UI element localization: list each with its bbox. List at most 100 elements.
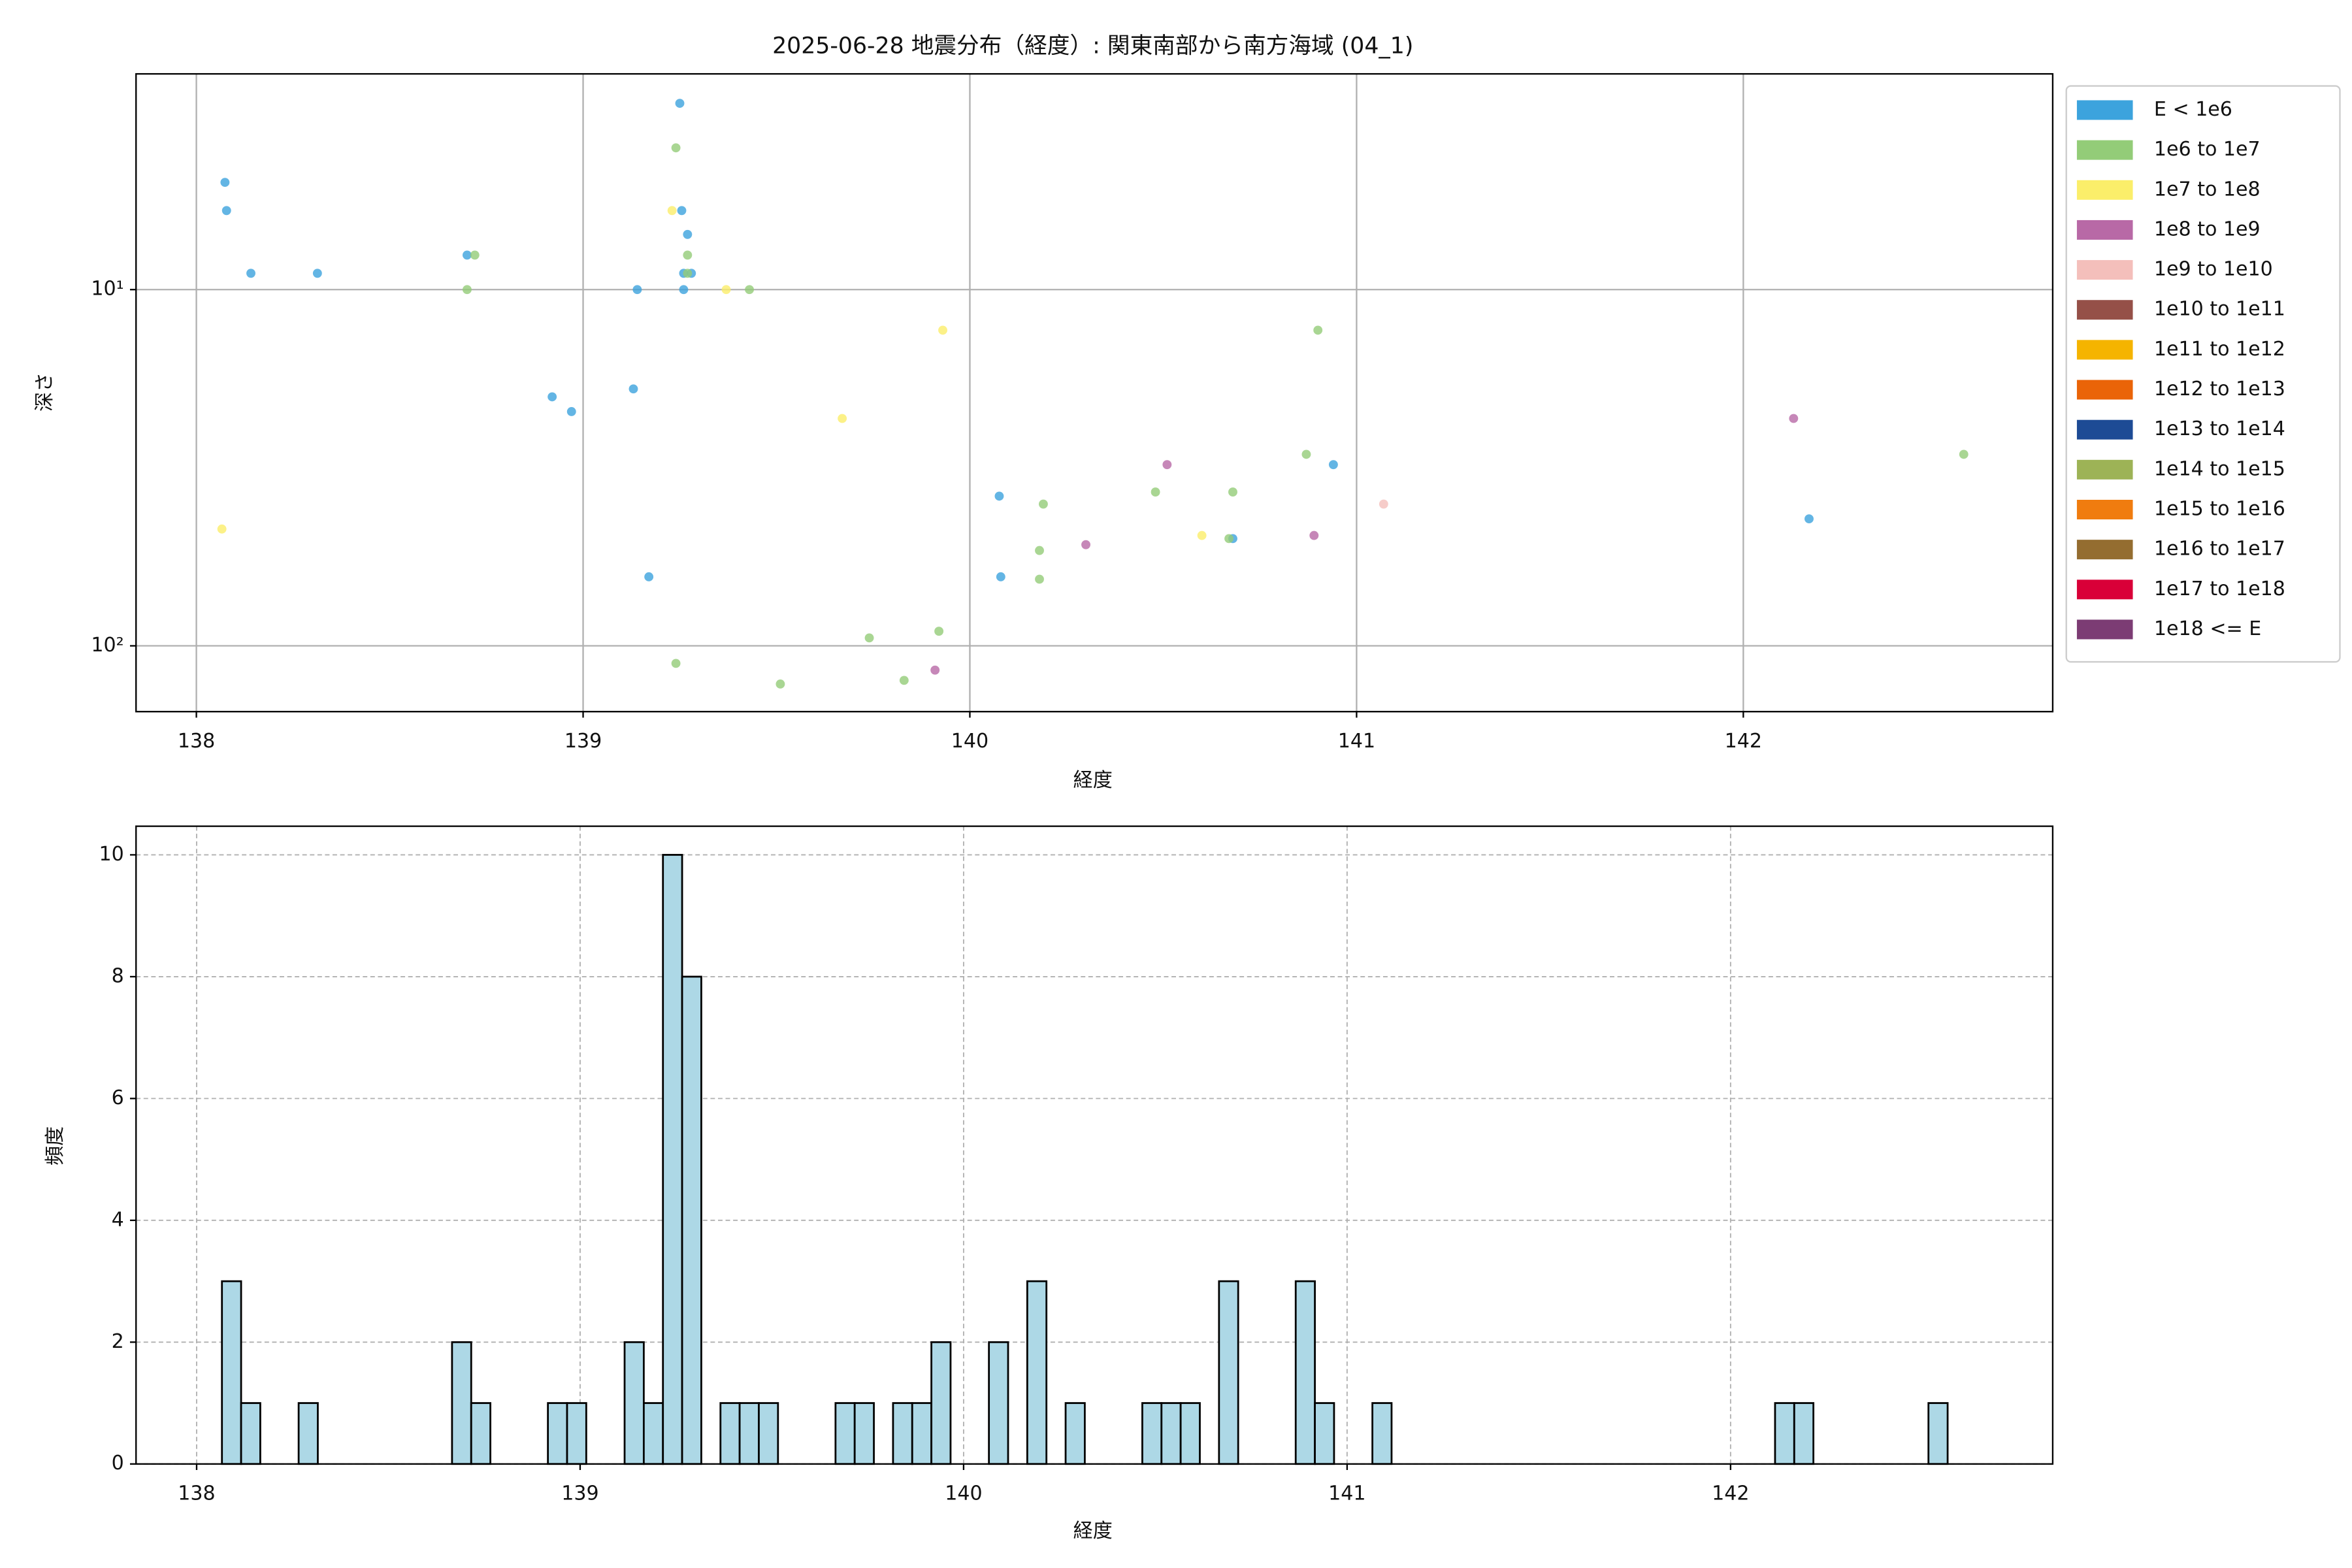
point — [683, 229, 693, 239]
point — [745, 285, 754, 295]
plot-frame — [135, 73, 2054, 713]
point — [462, 285, 472, 295]
x-axis-label: 経度 — [1073, 769, 1113, 792]
y-tick-label: 8 — [112, 964, 124, 987]
legend-patch — [2076, 459, 2133, 480]
point — [1162, 460, 1172, 470]
x-tick-label: 142 — [1725, 730, 1762, 753]
legend-label: 1e7 to 1e8 — [2154, 178, 2261, 201]
point — [1035, 546, 1044, 555]
point — [679, 285, 689, 295]
legend-label: 1e10 to 1e11 — [2154, 298, 2285, 321]
point — [221, 206, 231, 216]
point — [838, 414, 847, 423]
y-axis-label: 深さ — [33, 372, 56, 412]
point — [1959, 449, 1968, 459]
point — [864, 633, 874, 643]
histogram-bar — [451, 1341, 472, 1465]
point — [312, 269, 322, 278]
point — [776, 679, 785, 689]
point — [462, 250, 472, 260]
point — [899, 676, 909, 685]
histogram-bar — [1371, 1402, 1393, 1465]
point — [566, 407, 576, 416]
point — [675, 99, 685, 108]
y-tick-label: 0 — [112, 1452, 124, 1475]
legend-label: 1e14 to 1e15 — [2154, 457, 2285, 480]
histogram-bar — [911, 1402, 932, 1465]
histogram-bar — [1026, 1280, 1048, 1465]
point — [1035, 574, 1044, 584]
x-tick-label: 138 — [178, 730, 215, 753]
legend-label: 1e8 to 1e9 — [2154, 218, 2261, 240]
histogram-bar — [1793, 1402, 1815, 1465]
histogram-bar — [758, 1402, 779, 1465]
legend-patch — [2076, 380, 2133, 400]
y-tick-label: 10¹ — [91, 278, 123, 301]
x-tick-label: 139 — [561, 1482, 598, 1505]
legend-label: 1e6 to 1e7 — [2154, 138, 2261, 161]
y-axis-label: 頻度 — [44, 1126, 67, 1166]
histogram-bar — [240, 1402, 261, 1465]
y-tick-label: 2 — [112, 1330, 124, 1353]
histogram-bar — [1314, 1402, 1335, 1465]
point — [671, 659, 681, 668]
legend-patch — [2076, 100, 2133, 120]
point — [1789, 414, 1799, 423]
legend-label: 1e9 to 1e10 — [2154, 258, 2273, 281]
legend-patch — [2076, 540, 2133, 560]
histogram-bar — [853, 1402, 875, 1465]
histogram-bar — [470, 1402, 491, 1465]
point — [667, 206, 677, 216]
histogram-bar — [738, 1402, 760, 1465]
histogram-bar — [297, 1402, 319, 1465]
point — [632, 285, 642, 295]
x-tick-label: 140 — [945, 1482, 982, 1505]
histogram-bar — [1927, 1402, 1949, 1465]
point — [1328, 460, 1338, 470]
histogram-bar — [1774, 1402, 1795, 1465]
legend-label: 1e15 to 1e16 — [2154, 498, 2285, 521]
point — [220, 178, 230, 188]
point — [644, 572, 654, 581]
histogram-bar — [623, 1341, 645, 1465]
point — [1197, 531, 1207, 540]
point — [1313, 325, 1323, 335]
histogram-bar — [1218, 1280, 1239, 1465]
point — [938, 325, 947, 335]
histogram-bar — [642, 1402, 664, 1465]
point — [1081, 540, 1090, 549]
histogram-bar — [719, 1402, 741, 1465]
x-tick-label: 138 — [178, 1482, 215, 1505]
point — [930, 665, 940, 675]
point — [1309, 531, 1319, 540]
legend-label: 1e16 to 1e17 — [2154, 538, 2285, 561]
point — [1301, 449, 1311, 459]
point — [629, 384, 638, 394]
legend-patch — [2076, 580, 2133, 600]
point — [547, 392, 557, 402]
histogram-bar — [988, 1341, 1009, 1465]
point — [994, 491, 1004, 501]
legend-patch — [2076, 300, 2133, 320]
legend-patch — [2076, 220, 2133, 240]
point — [470, 250, 480, 260]
legend-label: 1e12 to 1e13 — [2154, 378, 2285, 400]
point — [671, 143, 681, 153]
point — [1379, 499, 1388, 509]
histogram-bar — [1141, 1402, 1163, 1465]
legend-patch — [2076, 500, 2133, 519]
legend-label: E < 1e6 — [2154, 98, 2232, 121]
legend-patch — [2076, 619, 2133, 640]
point — [683, 250, 693, 260]
x-tick-label: 141 — [1338, 730, 1375, 753]
chart-title: 2025-06-28 地震分布（経度）: 関東南部から南方海域 (04_1) — [772, 33, 1413, 59]
histogram-bar — [892, 1402, 913, 1465]
histogram-bar — [1160, 1402, 1182, 1465]
histogram-bar — [1294, 1280, 1316, 1465]
histogram-bar — [834, 1402, 856, 1465]
point — [1038, 499, 1048, 509]
point — [217, 524, 227, 534]
